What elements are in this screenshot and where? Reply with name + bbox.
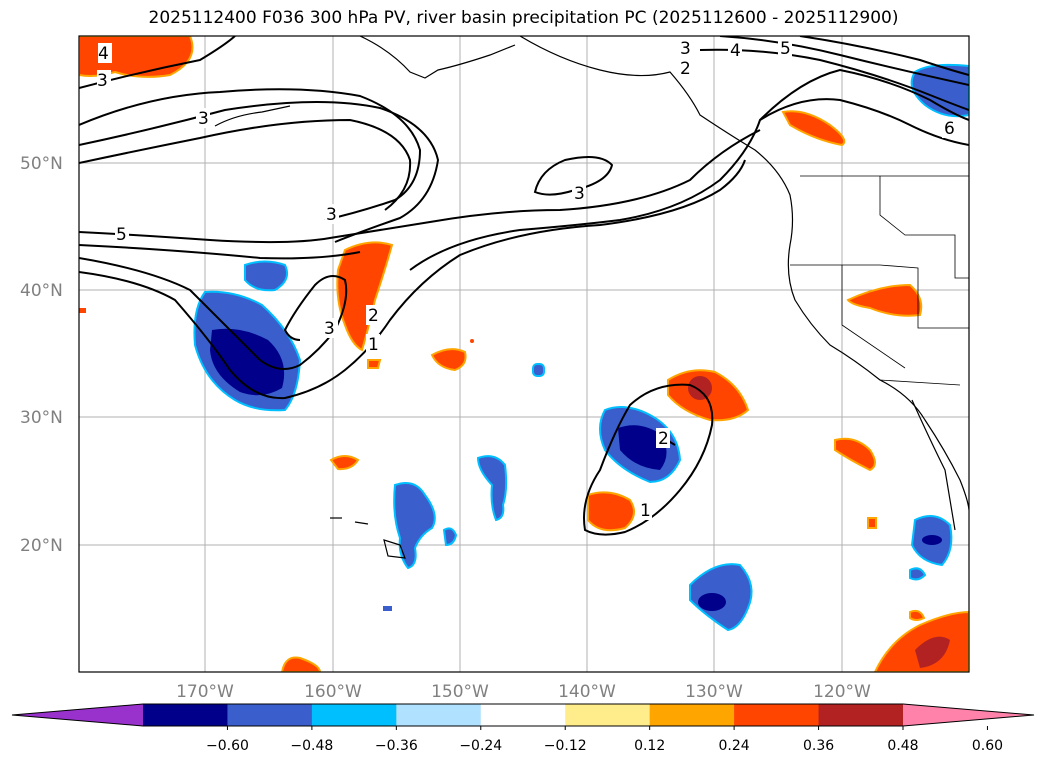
lon-label: 140°W xyxy=(558,682,616,702)
precip-blob-negative-core xyxy=(618,425,667,470)
colorbar-tick-label: −0.24 xyxy=(459,738,502,754)
contour-label: 3 xyxy=(198,109,209,129)
colorbar-segment xyxy=(480,704,566,726)
contour-label: 3 xyxy=(574,184,585,204)
precip-blob-negative-core xyxy=(698,593,726,611)
precip-blob-positive xyxy=(846,283,923,317)
contour-label: 2 xyxy=(368,306,379,326)
precip-blob-negative xyxy=(476,455,508,522)
colorbar-tick-label: −0.12 xyxy=(544,738,587,754)
colorbar-segment xyxy=(649,704,735,726)
precip-blob-negative xyxy=(442,527,458,547)
precip-blob-positive xyxy=(873,610,969,672)
precip-blob-positive xyxy=(470,339,474,343)
precip-blob-positive-core xyxy=(915,636,950,668)
precip-blob-negative xyxy=(393,482,436,570)
precip-blob-positive xyxy=(280,656,322,672)
contour-label: 6 xyxy=(944,119,955,139)
precip-blob-negative xyxy=(383,606,392,611)
contour-label: 3 xyxy=(326,205,337,225)
precip-blob-negative-core xyxy=(210,328,285,396)
precip-blob-negative xyxy=(909,567,927,581)
precip-blob-positive-core xyxy=(688,376,712,400)
colorbar: −0.60 −0.48 −0.36 −0.24 −0.12 0.12 0.24 0.36 0.4… xyxy=(11,703,1035,754)
lat-label: 20°N xyxy=(20,536,63,556)
colorbar-tick-label: 0.24 xyxy=(719,738,750,754)
contour-label: 4 xyxy=(730,41,741,61)
precip-blob-positive xyxy=(430,348,467,372)
lat-label: 50°N xyxy=(20,154,63,174)
contour-label: 2 xyxy=(680,59,691,79)
precip-blob-positive xyxy=(329,455,360,471)
contour-label: 1 xyxy=(368,335,379,355)
colorbar-tick-label: 0.60 xyxy=(972,738,1003,754)
lon-label: 130°W xyxy=(685,682,743,702)
contour-labels: 3 4 3 4 5 3 5 3 3 2 1 3 2 1 xyxy=(97,38,956,521)
colorbar-segment xyxy=(227,704,313,726)
lon-label: 160°W xyxy=(304,682,362,702)
map-panel: 3 4 3 4 5 3 5 3 3 2 1 3 2 1 xyxy=(79,36,969,672)
colorbar-segment xyxy=(818,704,904,726)
precip-blob-positive xyxy=(367,359,382,369)
colorbar-tick-label: 0.48 xyxy=(887,738,918,754)
precip-blob-positive xyxy=(79,308,86,313)
colorbar-segment xyxy=(734,704,820,726)
contour-label: 2 xyxy=(658,429,669,449)
colorbar-segment xyxy=(143,704,228,726)
coastlines xyxy=(214,36,969,559)
lon-label: 170°W xyxy=(176,682,234,702)
contour-label: 3 xyxy=(324,319,335,339)
colorbar-segment xyxy=(311,704,397,726)
precip-blob-positive xyxy=(834,437,876,472)
precip-blob-positive xyxy=(909,609,926,621)
lat-label: 30°N xyxy=(20,408,63,428)
colorbar-tick-label: 0.12 xyxy=(634,738,665,754)
precip-blob-negative-core xyxy=(922,535,942,545)
colorbar-segment xyxy=(396,704,482,726)
lon-label: 120°W xyxy=(813,682,871,702)
colorbar-outline xyxy=(11,703,1035,727)
precip-shading xyxy=(79,36,969,672)
lat-label: 40°N xyxy=(20,281,63,301)
colorbar-tick-label: −0.36 xyxy=(375,738,418,754)
map-title: 2025112400 F036 300 hPa PV, river basin … xyxy=(148,8,899,28)
lon-label: 150°W xyxy=(431,682,489,702)
precip-blob-positive xyxy=(587,491,635,532)
contour-label: 4 xyxy=(98,44,109,64)
contour-label: 3 xyxy=(680,39,691,59)
precip-blob-positive xyxy=(867,517,877,529)
colorbar-tick-label: 0.36 xyxy=(803,738,834,754)
precip-blob-negative xyxy=(244,260,288,292)
colorbar-tick-label: −0.48 xyxy=(290,738,333,754)
precip-blob-negative xyxy=(532,363,545,377)
colorbar-tick-label: −0.60 xyxy=(206,738,249,754)
contour-label: 5 xyxy=(116,225,127,245)
map-frame xyxy=(78,35,970,673)
precip-blob-positive xyxy=(781,110,846,147)
contour-label: 5 xyxy=(780,39,791,59)
colorbar-extend-max xyxy=(903,704,1034,726)
colorbar-segment xyxy=(565,704,651,726)
borders xyxy=(790,175,969,386)
contour-label: 3 xyxy=(97,71,108,91)
colorbar-extend-min xyxy=(12,704,143,726)
contour-label: 1 xyxy=(640,501,651,521)
